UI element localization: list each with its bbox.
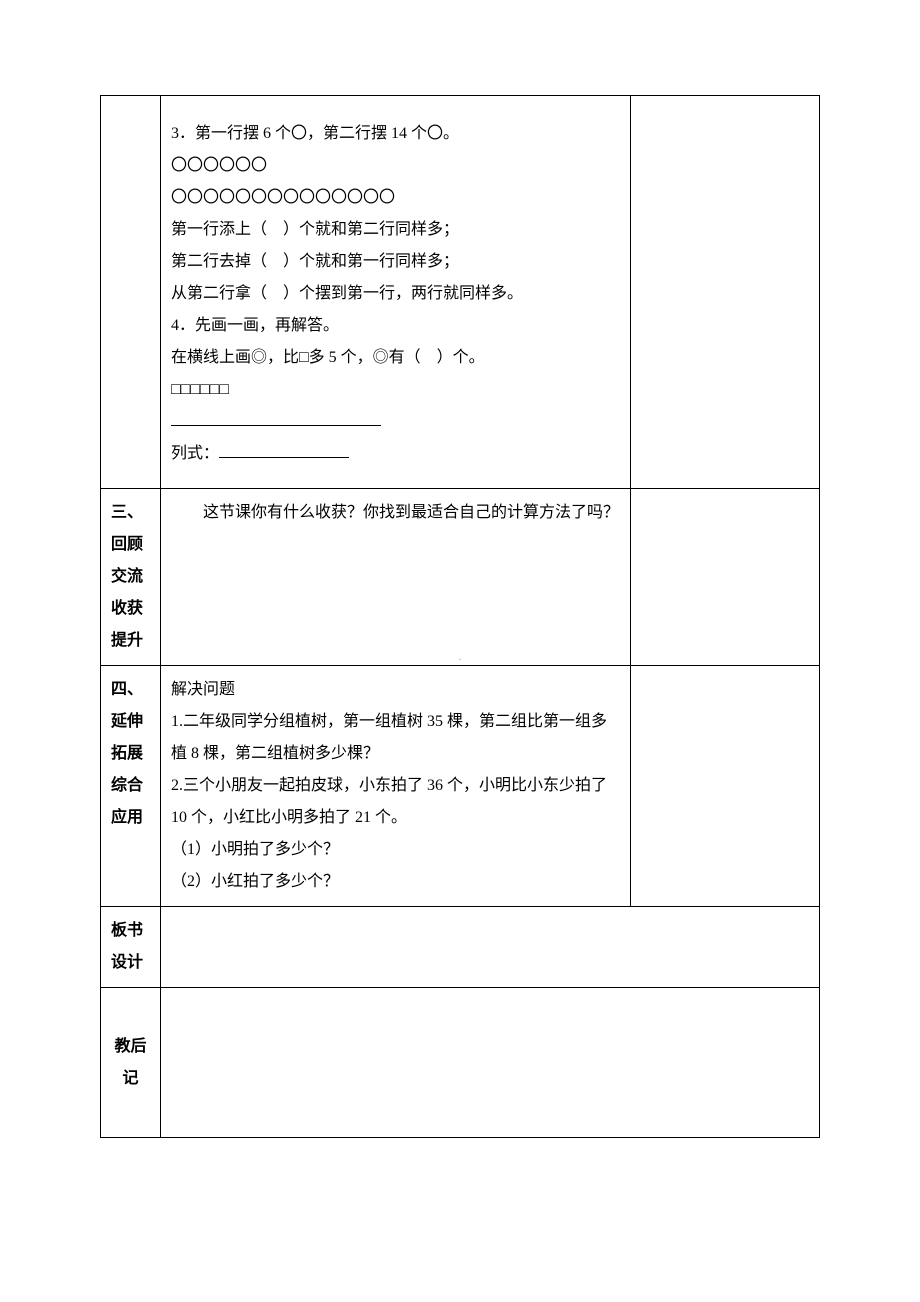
row2-left-l3: 交流 xyxy=(111,561,150,593)
row3-left-l1: 四、 xyxy=(111,674,150,706)
page: 3．第一行摆 6 个〇，第二行摆 14 个〇。 〇〇〇〇〇〇 〇〇〇〇〇〇〇〇〇… xyxy=(0,0,920,1302)
q3-blank1: 第一行添上（ ）个就和第二行同样多； xyxy=(171,214,620,246)
row2-left-l4: 收获 xyxy=(111,593,150,625)
row2-left-l1: 三、 xyxy=(111,497,150,529)
table-row: 四、 延伸 拓展 综合 应用 解决问题 1.二年级同学分组植树，第一组植树 35… xyxy=(101,666,820,907)
q3-blank3: 从第二行拿（ ）个摆到第一行，两行就同样多。 xyxy=(171,278,620,310)
row5-left: 教后 记 xyxy=(101,988,161,1138)
row2-left-l5: 提升 xyxy=(111,625,150,657)
row5-mid xyxy=(161,988,820,1138)
row3-left-l2: 延伸 xyxy=(111,706,150,738)
row2-left-l2: 回顾 xyxy=(111,529,150,561)
row4-mid xyxy=(161,907,820,988)
row1-right xyxy=(631,96,820,489)
row3-left-l4: 综合 xyxy=(111,770,150,802)
row3-left-l5: 应用 xyxy=(111,802,150,834)
row3-p2-sub1: （1）小明拍了多少个？ xyxy=(171,834,620,866)
row3-left: 四、 延伸 拓展 综合 应用 xyxy=(101,666,161,907)
q4-equation: 列式： xyxy=(171,438,620,470)
q4-prompt: 在横线上画◎，比□多 5 个，◎有（ ）个。 xyxy=(171,342,620,374)
row3-p1: 1.二年级同学分组植树，第一组植树 35 棵，第二组比第一组多植 8 棵，第二组… xyxy=(171,706,620,770)
row3-heading: 解决问题 xyxy=(171,674,620,706)
table-row: 3．第一行摆 6 个〇，第二行摆 14 个〇。 〇〇〇〇〇〇 〇〇〇〇〇〇〇〇〇… xyxy=(101,96,820,489)
lesson-table: 3．第一行摆 6 个〇，第二行摆 14 个〇。 〇〇〇〇〇〇 〇〇〇〇〇〇〇〇〇… xyxy=(100,95,820,1138)
row4-left: 板书 设计 xyxy=(101,907,161,988)
row3-mid: 解决问题 1.二年级同学分组植树，第一组植树 35 棵，第二组比第一组多植 8 … xyxy=(161,666,631,907)
page-center-mark: · xyxy=(458,655,461,666)
row2-right xyxy=(631,489,820,666)
table-row: 板书 设计 xyxy=(101,907,820,988)
q3-title: 3．第一行摆 6 个〇，第二行摆 14 个〇。 xyxy=(171,118,620,150)
row3-p2-sub2: （2）小红拍了多少个？ xyxy=(171,866,620,898)
row4-left-l1: 板书 xyxy=(111,915,150,947)
q3-blank2: 第二行去掉（ ）个就和第一行同样多； xyxy=(171,246,620,278)
q4-equation-label: 列式： xyxy=(171,445,219,462)
q3-circles-b: 〇〇〇〇〇〇〇〇〇〇〇〇〇〇 xyxy=(171,182,620,214)
row2-mid: 这节课你有什么收获？你找到最适合自己的计算方法了吗？ xyxy=(161,489,631,666)
q3-circles-a: 〇〇〇〇〇〇 xyxy=(171,150,620,182)
table-row: 教后 记 xyxy=(101,988,820,1138)
table-row: 三、 回顾 交流 收获 提升 这节课你有什么收获？你找到最适合自己的计算方法了吗… xyxy=(101,489,820,666)
q4-title: 4．先画一画，再解答。 xyxy=(171,310,620,342)
row3-p2: 2.三个小朋友一起拍皮球，小东拍了 36 个，小明比小东少拍了 10 个，小红比… xyxy=(171,770,620,834)
row3-left-l3: 拓展 xyxy=(111,738,150,770)
row3-right xyxy=(631,666,820,907)
row1-mid: 3．第一行摆 6 个〇，第二行摆 14 个〇。 〇〇〇〇〇〇 〇〇〇〇〇〇〇〇〇… xyxy=(161,96,631,489)
q4-squares: □□□□□□ xyxy=(171,374,620,406)
row4-left-l2: 设计 xyxy=(111,947,150,979)
row5-left-l1: 教后 xyxy=(111,1031,150,1063)
row1-left xyxy=(101,96,161,489)
q4-draw-line xyxy=(171,406,620,438)
row5-left-l2: 记 xyxy=(111,1063,150,1095)
row2-left: 三、 回顾 交流 收获 提升 xyxy=(101,489,161,666)
